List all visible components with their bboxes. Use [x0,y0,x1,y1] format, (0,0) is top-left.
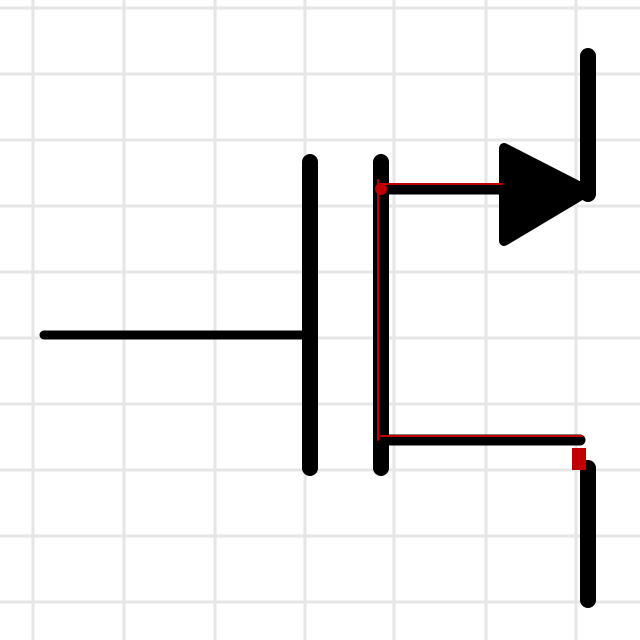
source-junction-dot [375,183,387,195]
source-arrow-head [499,143,593,246]
highlight-traces [375,179,586,470]
drain-corner-marker [572,448,586,470]
